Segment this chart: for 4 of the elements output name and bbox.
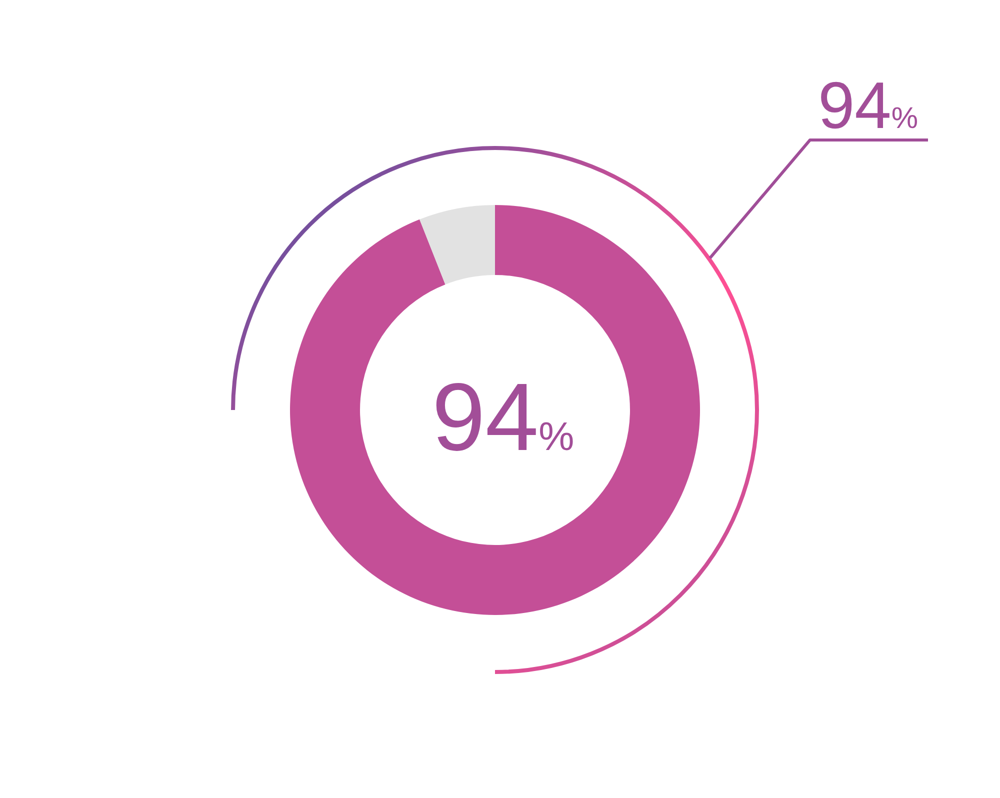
donut-slice: [290, 205, 700, 615]
data-label: 94%: [432, 364, 574, 471]
donut-slice: [420, 205, 495, 284]
text: 94%: [818, 68, 918, 142]
